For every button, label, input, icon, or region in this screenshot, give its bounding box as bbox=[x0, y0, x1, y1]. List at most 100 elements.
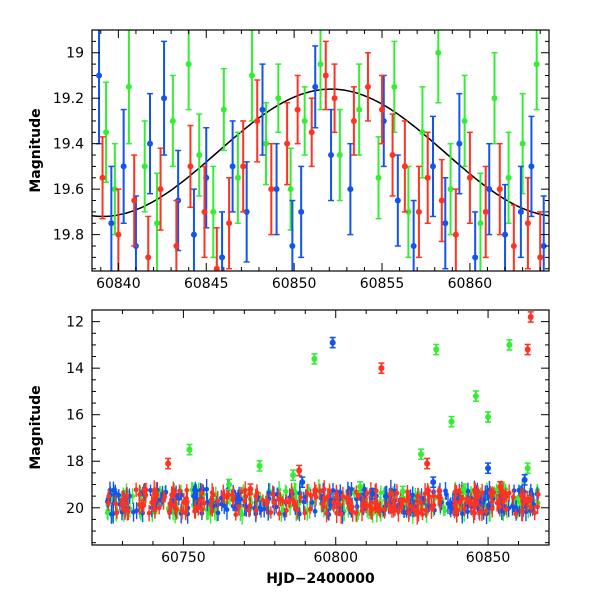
data-point bbox=[466, 499, 472, 505]
series-blue bbox=[235, 336, 528, 505]
data-point bbox=[406, 510, 412, 516]
data-point bbox=[233, 512, 239, 518]
data-point bbox=[420, 511, 425, 517]
data-point bbox=[510, 494, 516, 500]
data-point bbox=[497, 504, 503, 509]
data-point bbox=[133, 487, 139, 493]
data-point bbox=[185, 61, 192, 68]
data-point bbox=[465, 509, 471, 515]
data-point bbox=[479, 490, 485, 496]
data-point bbox=[225, 492, 231, 498]
data-point bbox=[298, 208, 305, 215]
data-point bbox=[224, 507, 230, 512]
x-tick-label: 60860 bbox=[448, 276, 493, 292]
data-point bbox=[442, 220, 449, 227]
data-point bbox=[201, 208, 208, 215]
data-point bbox=[438, 495, 444, 501]
data-point bbox=[302, 510, 308, 516]
x-tick-label: 60840 bbox=[96, 276, 141, 292]
data-point bbox=[296, 467, 303, 474]
data-point bbox=[119, 498, 125, 504]
data-point bbox=[320, 501, 326, 506]
plot-area bbox=[92, 30, 549, 271]
y-tick-label: 19.2 bbox=[53, 91, 84, 107]
x-axis-title: HJD−2400000 bbox=[266, 571, 375, 587]
data-point bbox=[179, 508, 185, 514]
data-point bbox=[275, 95, 282, 102]
y-axis-title: Magnitude bbox=[28, 385, 44, 469]
data-point bbox=[528, 163, 535, 170]
data-point bbox=[248, 72, 255, 79]
data-point bbox=[329, 339, 336, 346]
data-point bbox=[256, 462, 263, 469]
data-point bbox=[418, 500, 424, 506]
x-tick-label: 60850 bbox=[272, 276, 317, 292]
data-point bbox=[524, 346, 531, 353]
data-point bbox=[364, 83, 371, 90]
data-point bbox=[345, 500, 351, 506]
data-point bbox=[496, 186, 503, 193]
data-point bbox=[479, 510, 485, 515]
data-point bbox=[535, 491, 541, 497]
data-point bbox=[505, 174, 512, 181]
data-point bbox=[452, 509, 457, 515]
data-point bbox=[535, 504, 540, 510]
data-point bbox=[308, 493, 314, 498]
data-point bbox=[533, 61, 540, 68]
data-point bbox=[165, 460, 172, 467]
data-point bbox=[419, 129, 426, 136]
data-point bbox=[131, 197, 138, 204]
data-point bbox=[387, 492, 393, 497]
data-point bbox=[289, 488, 294, 494]
data-point bbox=[321, 486, 327, 492]
y-tick-label: 19.4 bbox=[53, 137, 84, 153]
data-point bbox=[151, 496, 156, 502]
data-point bbox=[412, 507, 418, 513]
data-point bbox=[527, 313, 534, 320]
data-point bbox=[486, 186, 493, 193]
data-point bbox=[396, 509, 401, 515]
data-point bbox=[404, 498, 410, 504]
data-point bbox=[210, 208, 217, 215]
data-point bbox=[336, 152, 343, 159]
data-point bbox=[459, 511, 465, 517]
data-point bbox=[350, 117, 357, 124]
data-point bbox=[169, 117, 176, 124]
data-point bbox=[409, 504, 414, 509]
x-tick-label: 60855 bbox=[360, 276, 405, 292]
data-point bbox=[391, 83, 398, 90]
data-point bbox=[465, 488, 471, 494]
data-point bbox=[289, 242, 296, 249]
data-point bbox=[372, 500, 377, 506]
data-point bbox=[147, 140, 154, 147]
data-point bbox=[519, 140, 526, 147]
data-point bbox=[103, 129, 110, 136]
data-point bbox=[177, 488, 182, 494]
data-point bbox=[354, 496, 359, 502]
y-tick-label: 20 bbox=[66, 501, 84, 517]
data-point bbox=[170, 487, 176, 493]
data-point bbox=[184, 501, 190, 507]
data-point bbox=[313, 494, 319, 500]
data-point bbox=[359, 503, 365, 508]
series-blue bbox=[96, 30, 547, 271]
axes-frame bbox=[91, 29, 550, 272]
data-point bbox=[405, 489, 410, 495]
data-point bbox=[276, 511, 282, 517]
data-point bbox=[517, 208, 524, 215]
data-point bbox=[296, 511, 302, 517]
data-point bbox=[312, 83, 319, 90]
data-point bbox=[115, 231, 122, 238]
data-point bbox=[125, 509, 131, 514]
data-point bbox=[284, 508, 289, 513]
data-point bbox=[447, 186, 454, 193]
data-point bbox=[220, 491, 226, 497]
data-point bbox=[99, 174, 106, 181]
data-point bbox=[229, 163, 236, 170]
data-point bbox=[230, 492, 235, 498]
data-point bbox=[148, 487, 153, 493]
data-point bbox=[120, 163, 127, 170]
data-point bbox=[389, 152, 396, 159]
data-point bbox=[461, 117, 468, 124]
data-point bbox=[145, 254, 152, 261]
